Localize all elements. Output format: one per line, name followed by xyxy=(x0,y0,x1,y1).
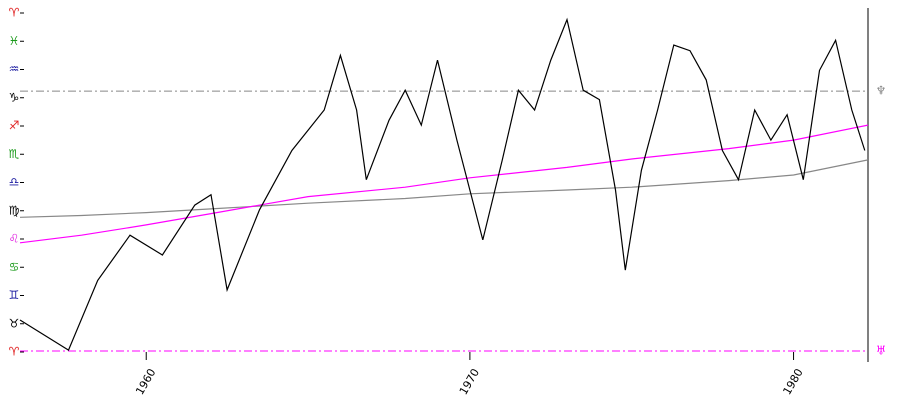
reference-label: ♅ xyxy=(876,344,887,358)
y-tick-label: ♈ xyxy=(9,6,20,20)
x-tick-label: 1960 xyxy=(133,366,158,397)
x-tick-label: 1980 xyxy=(780,366,805,397)
y-tick-label: ♌ xyxy=(9,232,20,246)
y-tick-label: ♐ xyxy=(9,119,20,133)
y-tick-label: ♓ xyxy=(9,34,20,48)
y-tick-label: ♑ xyxy=(9,90,20,104)
x-tick-label: 1970 xyxy=(457,366,482,397)
y-tick-label: ♈ xyxy=(9,345,20,359)
series-line xyxy=(19,124,869,244)
y-tick-label: ♍ xyxy=(9,203,20,217)
y-tick-label: ♏ xyxy=(9,147,20,161)
y-tick-label: ♎ xyxy=(9,175,20,189)
y-tick-label: ♋ xyxy=(9,260,20,274)
y-tick-label: ♉ xyxy=(9,316,20,330)
series-line xyxy=(19,17,866,351)
y-tick-label: ♊ xyxy=(9,288,20,302)
y-tick-label: ♒ xyxy=(9,62,20,76)
reference-label: ♆ xyxy=(876,84,887,98)
series-line xyxy=(19,159,869,218)
